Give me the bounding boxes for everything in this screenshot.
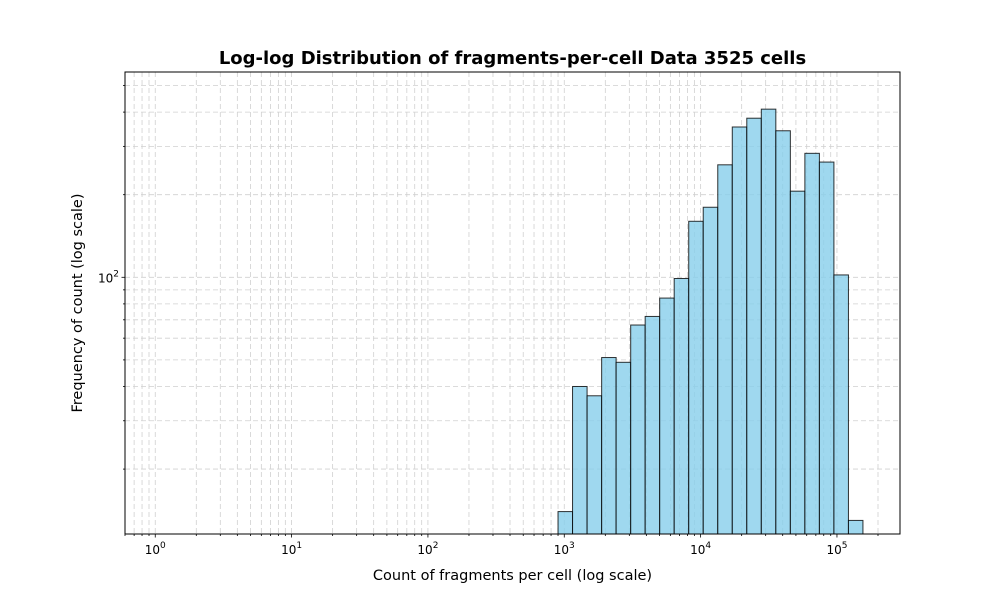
y-tick-label: 102 <box>98 269 119 285</box>
x-tick-label: 105 <box>826 541 847 557</box>
x-tick-label: 103 <box>554 541 575 557</box>
histogram-bar <box>572 385 588 535</box>
histogram-bar <box>775 130 791 535</box>
histogram-bar <box>847 519 864 535</box>
histogram-bar <box>702 206 719 535</box>
histogram-bar <box>731 126 748 535</box>
x-axis-label: Count of fragments per cell (log scale) <box>373 568 652 584</box>
histogram-bar <box>586 395 603 535</box>
bars <box>557 108 864 535</box>
x-tick-label: 104 <box>690 541 711 557</box>
histogram-bar <box>760 108 777 535</box>
histogram-bar <box>557 511 574 535</box>
histogram-bar <box>833 274 849 535</box>
histogram-bar <box>630 324 646 535</box>
histogram-bar <box>601 357 617 535</box>
histogram-bar <box>644 315 661 535</box>
histogram-bar <box>818 161 835 535</box>
plot-area-frame <box>124 71 901 535</box>
axis-ticks: 100 101 102 103 104 105 102 <box>98 85 879 557</box>
histogram-bar <box>789 190 806 535</box>
x-tick-label: 102 <box>417 541 438 557</box>
histogram-bar <box>615 361 632 535</box>
histogram-bar <box>688 220 704 535</box>
x-tick-label: 100 <box>145 541 166 557</box>
histogram-bar <box>746 117 762 535</box>
chart-title: Log-log Distribution of fragments-per-ce… <box>219 48 806 69</box>
histogram-bar <box>717 164 733 535</box>
histogram-bar <box>804 152 820 535</box>
y-axis-label: Frequency of count (log scale) <box>70 193 86 412</box>
histogram-bar <box>659 297 675 535</box>
histogram-bar <box>673 277 690 535</box>
x-tick-label: 101 <box>281 541 302 557</box>
